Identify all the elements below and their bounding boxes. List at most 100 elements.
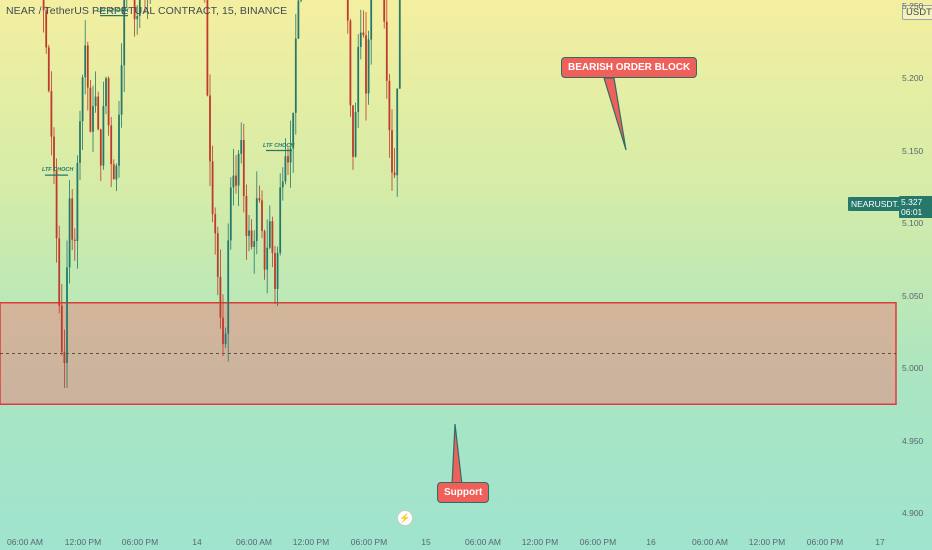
candle-body xyxy=(266,247,269,270)
candle-body xyxy=(86,45,89,88)
candle-body xyxy=(294,38,297,113)
bearish-order-block-callout[interactable]: BEARISH ORDER BLOCK xyxy=(561,57,698,78)
x-tick-label: 12:00 PM xyxy=(521,537,559,547)
candle-body xyxy=(81,77,84,122)
x-tick-label: 06:00 PM xyxy=(350,537,388,547)
x-tick-label: 06:00 AM xyxy=(7,537,43,547)
candle-body xyxy=(115,165,118,180)
support-callout[interactable]: Support xyxy=(437,482,490,503)
candle-body xyxy=(102,106,105,166)
x-tick-label: 17 xyxy=(875,537,885,547)
candle-body xyxy=(123,0,126,66)
candle-body xyxy=(66,267,68,364)
candle-body xyxy=(287,156,289,163)
candle-body xyxy=(263,231,266,270)
candle-body xyxy=(84,45,87,78)
candle-body xyxy=(258,198,261,201)
candle-body xyxy=(120,65,123,115)
x-tick-label: 16 xyxy=(646,537,656,547)
candle-body xyxy=(229,187,232,241)
currency-badge[interactable]: USDT xyxy=(902,5,932,20)
x-tick-label: 06:00 AM xyxy=(465,537,501,547)
candle-body xyxy=(227,240,230,334)
candle-body xyxy=(79,121,81,163)
candle-body xyxy=(370,0,373,40)
current-price-tag: 5.327 06:01 xyxy=(899,196,932,218)
candle-body xyxy=(224,333,227,345)
candle-body xyxy=(385,21,388,81)
candle-body xyxy=(97,96,100,130)
x-tick-label: 06:00 AM xyxy=(692,537,728,547)
candle-body xyxy=(297,0,300,39)
candle-body xyxy=(216,233,219,277)
support-callout-pointer xyxy=(451,423,463,486)
candle-body xyxy=(222,317,224,345)
candle-body xyxy=(396,88,399,176)
candle-body xyxy=(136,15,139,20)
candle-body xyxy=(110,125,113,165)
candle-body xyxy=(60,305,63,352)
candle-body xyxy=(388,80,391,131)
y-tick-label: 4.900 xyxy=(902,508,924,518)
candle-body xyxy=(346,0,349,21)
y-tick-label: 5.250 xyxy=(902,0,924,11)
candle-body xyxy=(42,0,45,11)
candle-body xyxy=(209,95,211,162)
candle-body xyxy=(284,156,287,182)
candle-body xyxy=(365,35,367,94)
candle-body xyxy=(71,198,74,240)
bar-countdown: 06:01 xyxy=(901,207,923,217)
candle-body xyxy=(53,136,55,172)
current-price-value: 5.327 xyxy=(901,197,923,207)
candle-body xyxy=(68,198,71,268)
candle-body xyxy=(383,0,386,22)
x-tick-label: 12:00 PM xyxy=(292,537,330,547)
candle-body xyxy=(112,164,115,180)
symbol-title: NEAR / TetherUS PERPETUAL CONTRACT, 15, … xyxy=(6,5,288,17)
candle-body xyxy=(99,129,102,166)
y-tick-label: 4.950 xyxy=(902,435,924,446)
candle-body xyxy=(118,114,120,166)
candle-body xyxy=(206,0,209,96)
candle-body xyxy=(362,32,365,36)
y-tick-label: 5.150 xyxy=(902,145,924,156)
candle-body xyxy=(367,39,370,94)
structure-label: LTF CHOCH xyxy=(42,167,74,174)
candle-body xyxy=(279,187,282,253)
x-tick-label: 06:00 AM xyxy=(236,537,272,547)
candle-body xyxy=(94,96,97,107)
candle-body xyxy=(245,195,248,236)
symbol-price-label: NEARUSDT.P xyxy=(848,197,908,211)
candle-body xyxy=(76,162,79,241)
candle-body xyxy=(292,112,295,149)
candle-body xyxy=(211,161,214,215)
candle-body xyxy=(391,130,393,173)
candle-body xyxy=(50,91,53,137)
candle-body xyxy=(281,181,284,188)
candle-body xyxy=(250,230,253,247)
x-tick-label: 06:00 PM xyxy=(806,537,844,547)
y-tick-label: 5.200 xyxy=(902,73,924,83)
tradingview-logo-icon[interactable]: ⚡ xyxy=(397,510,413,526)
candle-body xyxy=(133,0,136,20)
candle-body xyxy=(45,10,48,48)
candle-body xyxy=(89,87,92,132)
y-tick-label: 5.000 xyxy=(902,363,924,373)
x-tick-label: 06:00 PM xyxy=(121,537,159,547)
candle-body xyxy=(349,20,352,106)
candle-body xyxy=(398,0,401,89)
candle-body xyxy=(58,238,61,306)
candle-body xyxy=(55,171,58,239)
structure-label: LTF CHOCH xyxy=(263,142,295,149)
candle-body xyxy=(276,252,279,289)
candle-body xyxy=(63,351,66,364)
candle-body xyxy=(352,105,354,157)
candle-body xyxy=(105,78,107,107)
candle-body xyxy=(232,175,235,188)
candle-body xyxy=(274,253,276,289)
candle-body xyxy=(359,32,362,47)
order-block-callout-pointer xyxy=(603,77,627,151)
candle-body xyxy=(237,153,240,186)
